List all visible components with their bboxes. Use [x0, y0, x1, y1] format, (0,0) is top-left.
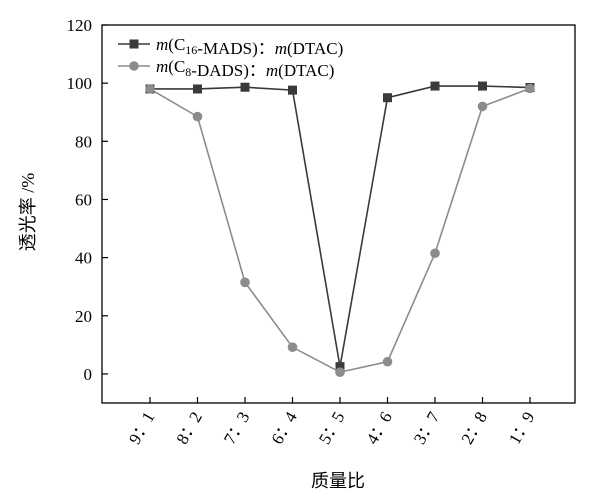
- x-axis: 9：1 8：2 7：3 6：4 5：5 4：6 3：7 2：8 1：9: [125, 397, 538, 447]
- data-point-circle: [287, 342, 298, 352]
- x-tick-label: 3：7: [410, 408, 444, 447]
- y-axis: 0 20 40 60 80 100 120: [67, 16, 108, 384]
- series-layer: [145, 81, 535, 377]
- y-tick-label: 0: [84, 365, 93, 384]
- data-point-square: [335, 362, 345, 372]
- x-tick-label: 2：8: [458, 409, 491, 448]
- y-tick-label: 60: [75, 190, 92, 209]
- plot-frame: [101, 24, 576, 404]
- legend-entry: m(C16-MADS)：m(DTAC): [118, 35, 343, 58]
- data-point-circle: [525, 83, 535, 94]
- data-point-circle: [335, 367, 345, 377]
- data-point-circle: [382, 356, 393, 367]
- data-point-square: [478, 81, 487, 91]
- data-point-square: [383, 93, 392, 103]
- y-tick-label: 100: [67, 74, 93, 93]
- legend-marker-square: [129, 39, 139, 49]
- y-tick-label: 80: [75, 132, 92, 151]
- x-tick-label: 5：5: [315, 409, 348, 448]
- data-point-square: [430, 81, 440, 91]
- x-tick-label: 1：9: [505, 409, 538, 448]
- x-tick-label: 9：1: [125, 409, 158, 448]
- x-tick-label: 8：2: [173, 409, 206, 448]
- x-axis-title: 质量比: [311, 471, 365, 491]
- data-point-circle: [145, 84, 155, 94]
- data-point-square: [240, 82, 250, 92]
- data-point-circle: [192, 111, 203, 122]
- legend-marker-circle: [129, 61, 139, 71]
- data-point-circle: [430, 248, 440, 259]
- legend-label: m(C8-DADS)：m(DTAC): [156, 57, 334, 80]
- y-tick-label: 20: [75, 307, 92, 326]
- data-point-circle: [477, 101, 488, 112]
- data-point-circle: [240, 277, 250, 288]
- legend-entry: m(C8-DADS)：m(DTAC): [118, 57, 334, 80]
- y-tick-label: 120: [67, 16, 93, 35]
- x-tick-label: 4：6: [363, 409, 396, 448]
- legend-label: m(C16-MADS)：m(DTAC): [156, 35, 343, 58]
- y-tick-label: 40: [75, 249, 92, 268]
- series-line: [150, 85, 531, 367]
- data-point-square: [193, 84, 202, 94]
- x-tick-label: 7：3: [220, 409, 253, 448]
- y-axis-title: 透光率 /%: [18, 173, 38, 252]
- x-tick-label: 6：4: [268, 408, 302, 447]
- series-2: [145, 83, 535, 377]
- legend: m(C16-MADS)：m(DTAC)m(C8-DADS)：m(DTAC): [118, 35, 343, 80]
- data-point-square: [288, 85, 297, 95]
- series-line: [149, 87, 531, 374]
